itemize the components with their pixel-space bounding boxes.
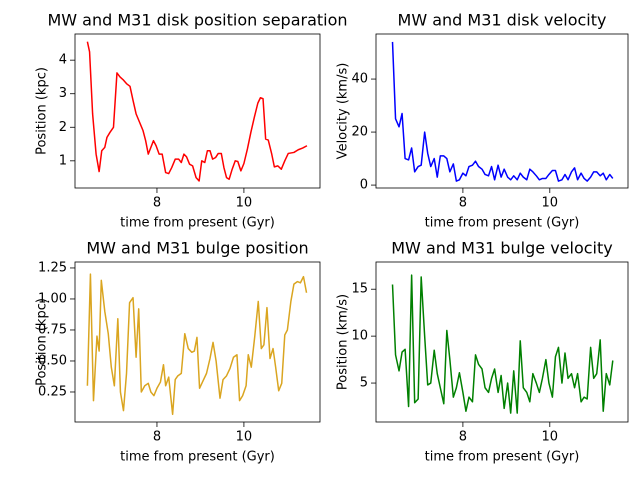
x-tick-label: 8	[153, 196, 161, 211]
data-line	[86, 41, 308, 182]
axes-frame	[375, 261, 629, 423]
x-tick-label: 10	[236, 196, 253, 211]
x-tick-label: 8	[459, 430, 467, 445]
chart-title: MW and M31 disk velocity	[398, 11, 607, 30]
y-tick-label: 2	[59, 120, 67, 135]
y-axis-label: Position (km/s)	[336, 294, 351, 390]
y-tick-label: 15	[351, 282, 368, 297]
x-tick-label: 8	[459, 196, 467, 211]
x-axis-label: time from present (Gyr)	[120, 216, 275, 231]
y-tick-label: 1.00	[38, 291, 67, 306]
x-tick-label: 10	[542, 196, 559, 211]
y-tick-label: 0	[360, 178, 368, 193]
chart-title: MW and M31 disk position separation	[47, 11, 347, 30]
y-tick-label: 10	[351, 329, 368, 344]
y-axis-label: Position (kpc)	[35, 67, 50, 155]
x-axis-label: time from present (Gyr)	[120, 450, 275, 465]
y-tick-label: 4	[59, 53, 67, 68]
y-tick-label: 1.25	[38, 260, 67, 275]
y-tick-label: 1	[59, 153, 67, 168]
data-line	[391, 274, 614, 414]
x-axis-label: time from present (Gyr)	[425, 450, 580, 465]
y-tick-label: 20	[351, 125, 368, 140]
y-tick-label: 0.50	[38, 353, 67, 368]
axes-frame	[74, 261, 321, 423]
y-tick-label: 3	[59, 86, 67, 101]
data-line	[391, 41, 614, 182]
y-axis-label: Velocity (km/s)	[336, 63, 351, 160]
x-tick-label: 10	[542, 430, 559, 445]
y-tick-label: 0.25	[38, 384, 67, 399]
axes-frame	[74, 33, 321, 189]
x-tick-label: 8	[153, 430, 161, 445]
chart-title: MW and M31 bulge position	[86, 239, 308, 258]
y-tick-label: 5	[360, 376, 368, 391]
chart-title: MW and M31 bulge velocity	[391, 239, 613, 258]
y-axis-label: Position (kpc)	[35, 298, 50, 386]
x-axis-label: time from present (Gyr)	[425, 216, 580, 231]
y-tick-label: 40	[351, 72, 368, 87]
x-tick-label: 10	[236, 430, 253, 445]
axes-frame	[375, 33, 629, 189]
y-tick-label: 0.75	[38, 322, 67, 337]
data-line	[86, 273, 308, 416]
